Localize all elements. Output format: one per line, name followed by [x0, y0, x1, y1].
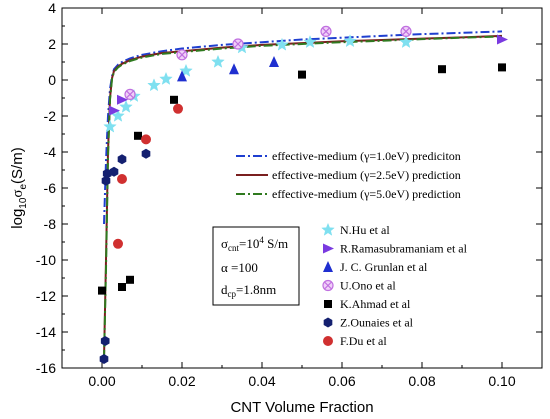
legend-marker-triangle-up [323, 261, 333, 272]
data-point-crossed-circle [176, 49, 188, 61]
data-point-circle [141, 134, 151, 145]
data-point-crossed-circle [124, 88, 136, 101]
parameter-alpha: α =100 [221, 260, 258, 275]
y-tick-label: 4 [48, 0, 56, 16]
legend-marker-triangle-right [323, 243, 334, 254]
data-point-square [498, 63, 506, 72]
data-point-triangle-up [229, 63, 239, 75]
data-point-hexagon [100, 336, 110, 346]
legend-marker-circle [323, 336, 333, 346]
data-point-square [170, 95, 178, 104]
curve-legend-label: effective-medium (γ=5.0eV) prediction [272, 187, 461, 201]
data-point-crossed-circle [232, 38, 244, 50]
data-point-crossed-circle [320, 25, 332, 37]
data-point-hexagon [141, 148, 151, 159]
curve-legend: effective-medium (γ=1.0eV) prediciton eff… [236, 149, 461, 201]
data-point-star [303, 35, 317, 49]
y-tick-label: -10 [36, 252, 56, 268]
data-point-star [179, 63, 193, 77]
data-point-hexagon [109, 166, 119, 177]
x-tick-label: 0.08 [408, 373, 435, 389]
points-layer [98, 25, 508, 364]
data-point-star [119, 99, 133, 113]
y-tick-label: -2 [44, 108, 57, 124]
y-axis: -16 -14 -12 -10 -8 -6 -4 -2 0 2 4 [36, 0, 542, 376]
curve-line-3 [103, 35, 503, 360]
x-tick-label: 0.04 [248, 373, 275, 389]
curve-legend-label: effective-medium (γ=2.5eV) prediction [272, 168, 461, 182]
legend-label: U.Ono et al [340, 279, 396, 293]
y-tick-label: 0 [48, 72, 56, 88]
legend-marker-crossed-circle [322, 279, 334, 292]
y-axis-title: log10σe(S/m) [9, 147, 29, 228]
data-point-square [118, 283, 126, 291]
x-tick-label: 0.06 [328, 373, 355, 389]
data-point-triangle-right [117, 94, 128, 105]
data-point-triangle-up [269, 56, 279, 67]
y-tick-label: -12 [36, 288, 56, 304]
data-point-circle [173, 103, 183, 114]
data-point-square [438, 65, 446, 74]
data-point-crossed-circle [400, 25, 412, 37]
data-point-circle [117, 174, 127, 184]
x-tick-label: 0.02 [168, 373, 195, 389]
legend-marker-star [321, 222, 335, 236]
data-point-triangle-up [177, 70, 187, 82]
data-point-hexagon [101, 175, 111, 186]
y-tick-label: -6 [44, 180, 57, 196]
data-point-star [159, 71, 173, 85]
data-point-square [126, 275, 134, 284]
curve-legend-label: effective-medium (γ=1.0eV) prediciton [272, 149, 461, 163]
parameter-box: σcnt=104 S/m α =100 dcp=1.8nm [212, 226, 300, 306]
legend-label: K.Ahmad et al [340, 297, 411, 311]
legend-label: J. C. Grunlan et al [340, 260, 428, 274]
y-tick-label: -14 [36, 324, 56, 340]
parameter-dcp: dcp=1.8nm [221, 282, 276, 299]
legend-label: F.Du et al [340, 334, 387, 348]
data-point-star [147, 78, 161, 92]
data-point-square [134, 131, 142, 140]
plot-area [61, 7, 543, 369]
legend-label: R.Ramasubramaniam et al [340, 242, 468, 256]
data-point-square [298, 70, 306, 79]
x-tick-label: 0.00 [88, 373, 115, 389]
data-point-circle [113, 238, 123, 249]
x-tick-label: 0.10 [488, 373, 515, 389]
y-tick-label: -8 [44, 216, 57, 232]
data-point-triangle-right [109, 105, 120, 116]
x-axis-title: CNT Volume Fraction [230, 399, 373, 416]
legend-label: N.Hu et al [340, 223, 390, 237]
legend-marker-hexagon [323, 317, 333, 328]
data-point-star [343, 34, 357, 48]
legend-marker-square [324, 300, 332, 308]
y-tick-label: -4 [44, 144, 57, 160]
data-point-star [399, 35, 413, 49]
x-axis: 0.00 0.02 0.04 0.06 0.08 0.10 [61, 8, 543, 389]
data-point-hexagon [102, 168, 112, 179]
data-point-hexagon [117, 154, 127, 165]
data-point-square [98, 286, 106, 295]
marker-legend: N.Hu et al R.Ramasubramaniam et al J. C. G… [321, 222, 468, 348]
data-point-hexagon [99, 354, 109, 364]
data-point-triangle-right [497, 34, 508, 45]
curves-layer [103, 30, 503, 360]
data-point-star [103, 119, 117, 133]
y-tick-label: -16 [36, 360, 56, 376]
parameter-sigma-cnt: σcnt=104 S/m [221, 235, 288, 253]
y-tick-label: 2 [48, 36, 56, 52]
legend-label: Z.Ounaies et al [340, 316, 414, 330]
data-point-star [111, 108, 125, 122]
data-point-star [211, 54, 225, 68]
data-point-star [275, 37, 289, 51]
